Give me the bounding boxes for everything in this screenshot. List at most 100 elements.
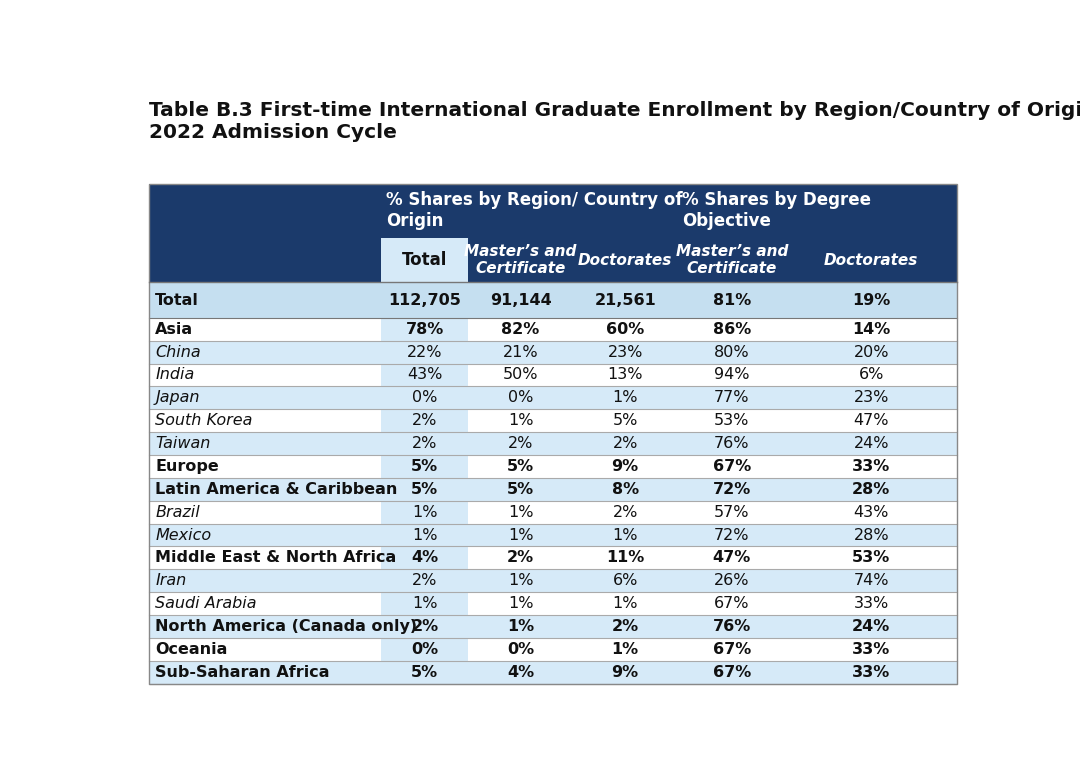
Text: 1%: 1% — [508, 596, 534, 611]
Text: 60%: 60% — [606, 322, 645, 337]
Text: 47%: 47% — [853, 413, 889, 429]
Text: 67%: 67% — [714, 596, 750, 611]
Text: 0%: 0% — [507, 642, 535, 656]
Text: 6%: 6% — [612, 574, 638, 588]
Text: 0%: 0% — [508, 391, 534, 405]
Text: Asia: Asia — [156, 322, 193, 337]
Text: Doctorates: Doctorates — [824, 253, 918, 267]
Text: Iran: Iran — [156, 574, 187, 588]
Bar — [149, 455, 957, 478]
Bar — [381, 318, 469, 341]
Text: % Shares by Degree
Objective: % Shares by Degree Objective — [683, 191, 872, 230]
Text: Total: Total — [156, 293, 199, 308]
Text: 74%: 74% — [853, 574, 889, 588]
Text: 24%: 24% — [852, 619, 890, 634]
Text: Taiwan: Taiwan — [156, 436, 211, 451]
Bar — [149, 432, 957, 455]
Text: 21%: 21% — [503, 345, 538, 360]
Bar — [381, 546, 469, 570]
Bar — [149, 363, 957, 387]
Text: % Shares by Region/ Country of
Origin: % Shares by Region/ Country of Origin — [387, 191, 683, 230]
Text: 33%: 33% — [852, 459, 890, 474]
Bar — [149, 570, 957, 592]
Bar — [149, 615, 957, 638]
Bar — [149, 184, 957, 282]
Text: 72%: 72% — [714, 528, 750, 542]
Bar — [381, 455, 469, 478]
Text: 14%: 14% — [852, 322, 890, 337]
Bar — [381, 238, 469, 282]
Text: 94%: 94% — [714, 367, 750, 383]
Text: 23%: 23% — [607, 345, 643, 360]
Text: 2%: 2% — [508, 436, 534, 451]
Text: Total: Total — [402, 251, 447, 269]
Text: 9%: 9% — [611, 459, 638, 474]
Text: Sub-Saharan Africa: Sub-Saharan Africa — [156, 665, 329, 680]
Bar — [149, 409, 957, 432]
Text: India: India — [156, 367, 194, 383]
Bar — [149, 638, 957, 661]
Bar — [381, 363, 469, 387]
Text: 67%: 67% — [713, 459, 751, 474]
Text: 53%: 53% — [852, 550, 890, 566]
Bar — [381, 409, 469, 432]
Text: 112,705: 112,705 — [389, 293, 461, 308]
Text: 2%: 2% — [411, 619, 438, 634]
Text: 19%: 19% — [852, 293, 890, 308]
Text: 2%: 2% — [612, 505, 638, 520]
Text: 9%: 9% — [611, 665, 638, 680]
Bar — [149, 387, 957, 409]
Text: 33%: 33% — [852, 665, 890, 680]
Text: 76%: 76% — [714, 436, 750, 451]
Text: 21,561: 21,561 — [594, 293, 656, 308]
Text: 6%: 6% — [859, 367, 883, 383]
Text: 28%: 28% — [852, 482, 890, 497]
Text: Europe: Europe — [156, 459, 219, 474]
Bar — [149, 592, 957, 615]
Bar — [381, 592, 469, 615]
Text: 43%: 43% — [407, 367, 443, 383]
Bar — [149, 184, 957, 684]
Text: 0%: 0% — [413, 391, 437, 405]
Text: 67%: 67% — [713, 642, 751, 656]
Text: 20%: 20% — [853, 345, 889, 360]
Text: 23%: 23% — [853, 391, 889, 405]
Text: China: China — [156, 345, 201, 360]
Text: Middle East & North Africa: Middle East & North Africa — [156, 550, 396, 566]
Text: 22%: 22% — [407, 345, 443, 360]
Bar — [381, 501, 469, 524]
Text: 1%: 1% — [413, 505, 437, 520]
Text: 13%: 13% — [607, 367, 643, 383]
Text: 33%: 33% — [852, 642, 890, 656]
Text: 2%: 2% — [413, 574, 437, 588]
Text: Master’s and
Certificate: Master’s and Certificate — [464, 244, 577, 277]
Text: 76%: 76% — [713, 619, 751, 634]
Text: 5%: 5% — [411, 665, 438, 680]
Text: 1%: 1% — [413, 528, 437, 542]
Text: 47%: 47% — [713, 550, 751, 566]
Bar — [149, 501, 957, 524]
Text: 81%: 81% — [713, 293, 751, 308]
Text: 91,144: 91,144 — [489, 293, 552, 308]
Bar — [149, 282, 957, 318]
Bar — [149, 318, 957, 341]
Text: Doctorates: Doctorates — [578, 253, 673, 267]
Text: 1%: 1% — [508, 574, 534, 588]
Bar — [149, 478, 957, 501]
Text: 4%: 4% — [507, 665, 535, 680]
Text: 50%: 50% — [503, 367, 538, 383]
Text: 28%: 28% — [853, 528, 889, 542]
Text: 2%: 2% — [413, 436, 437, 451]
Text: 1%: 1% — [508, 528, 534, 542]
Bar — [149, 341, 957, 363]
Text: 8%: 8% — [611, 482, 638, 497]
Text: South Korea: South Korea — [156, 413, 253, 429]
Text: Latin America & Caribbean: Latin America & Caribbean — [156, 482, 397, 497]
Bar — [149, 546, 957, 570]
Text: 1%: 1% — [612, 596, 638, 611]
Text: Saudi Arabia: Saudi Arabia — [156, 596, 257, 611]
Text: 53%: 53% — [714, 413, 750, 429]
Text: 24%: 24% — [853, 436, 889, 451]
Text: Mexico: Mexico — [156, 528, 212, 542]
Text: 4%: 4% — [411, 550, 438, 566]
